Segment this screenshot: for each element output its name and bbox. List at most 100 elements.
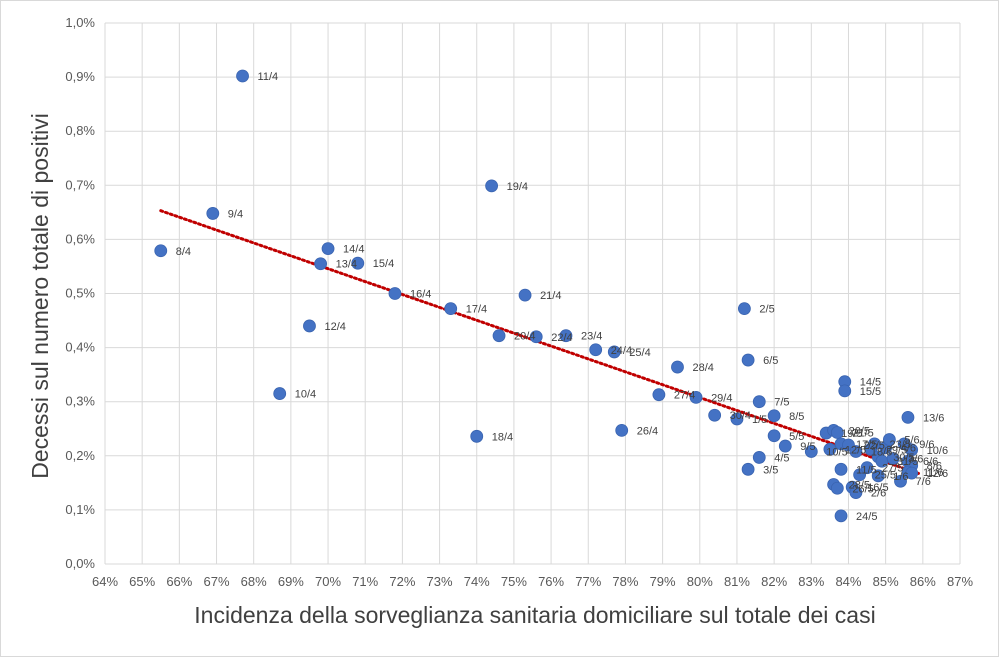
y-tick-label: 0,2%	[65, 448, 95, 463]
data-point	[741, 462, 755, 476]
y-tick-label: 0,3%	[65, 394, 95, 409]
data-point-label: 11/5	[856, 464, 877, 476]
data-point	[154, 244, 168, 258]
data-point	[894, 474, 907, 488]
data-point	[321, 242, 335, 255]
data-point-label: 4/6	[901, 443, 916, 455]
y-tick-label: 0,1%	[65, 502, 95, 517]
x-tick-label: 87%	[947, 574, 973, 589]
data-points	[154, 69, 919, 523]
y-tick-label: 0,0%	[65, 556, 95, 571]
data-point-label: 17/5	[856, 439, 877, 451]
y-tick-label: 0,4%	[65, 340, 95, 355]
data-point-label: 2/6	[871, 488, 886, 500]
data-point-label: 18/5	[871, 446, 892, 458]
x-tick-label: 69%	[278, 574, 304, 589]
data-point-label: 11/6	[923, 467, 944, 479]
x-tick-label: 74%	[464, 574, 490, 589]
x-tick-label: 76%	[538, 574, 564, 589]
data-point-label: 23/4	[581, 331, 602, 343]
data-point	[388, 287, 402, 300]
x-axis-title: Incidenza della sorveglianza sanitaria d…	[194, 602, 875, 628]
data-point	[559, 329, 573, 343]
data-point-label: 8/4	[176, 246, 191, 258]
data-point-label: 14/5	[860, 377, 881, 389]
data-point-label: 27/5	[882, 463, 903, 475]
data-point-label: 29/4	[711, 392, 732, 404]
y-tick-label: 0,7%	[65, 177, 95, 192]
data-point-label: 4/5	[774, 452, 789, 464]
x-tick-label: 77%	[575, 574, 601, 589]
data-point-label: 24/5	[856, 511, 877, 523]
trendline	[159, 209, 921, 476]
data-point-label: 2/5	[759, 304, 774, 316]
data-point-label: 17/4	[466, 304, 487, 316]
x-tick-label: 83%	[798, 574, 824, 589]
x-tick-label: 85%	[873, 574, 899, 589]
data-point	[444, 302, 458, 316]
data-point-label: 30/5	[893, 452, 914, 464]
y-tick-label: 0,8%	[65, 123, 95, 138]
grid-lines	[104, 22, 961, 565]
x-tick-label: 81%	[724, 574, 750, 589]
data-point-label: 27/4	[674, 390, 695, 402]
data-point	[589, 343, 603, 357]
x-tick-label: 66%	[166, 574, 192, 589]
data-point	[752, 451, 766, 464]
data-point	[830, 481, 844, 495]
data-point-label: 10/5	[826, 446, 847, 458]
data-point	[206, 207, 220, 220]
data-point	[905, 466, 919, 480]
x-tick-label: 71%	[352, 574, 378, 589]
data-point-label: 11/4	[258, 71, 279, 83]
data-point-label: 9/5	[800, 441, 815, 453]
data-point-label: 26/4	[637, 425, 658, 437]
data-point-label: 10/4	[295, 389, 316, 401]
data-point	[778, 439, 792, 453]
x-tick-label: 78%	[612, 574, 638, 589]
data-point-label: 19/4	[507, 181, 528, 193]
data-point	[830, 426, 844, 439]
data-point-label: 20/4	[514, 331, 535, 343]
y-tick-label: 0,9%	[65, 69, 95, 84]
data-point-label: 9/4	[228, 208, 243, 220]
data-point	[529, 330, 543, 344]
data-point	[849, 486, 863, 499]
x-tick-label: 65%	[129, 574, 155, 589]
data-point	[730, 412, 744, 426]
x-tick-label: 79%	[650, 574, 676, 589]
data-point	[741, 353, 755, 367]
data-point	[314, 257, 328, 271]
data-point-label: 9/6	[919, 439, 934, 451]
data-point	[607, 345, 621, 359]
data-point-label: 8/5	[789, 411, 804, 423]
x-tick-label: 73%	[427, 574, 453, 589]
point-labels: 11/4 19/4 9/4 8/4 14/4 13/4 15/4 16/4 17/4 21/4 12…	[176, 71, 948, 523]
data-point	[767, 429, 781, 443]
data-point	[351, 256, 365, 270]
data-point	[652, 388, 666, 402]
data-point	[236, 69, 249, 83]
data-point	[752, 395, 766, 409]
data-point-label: 31/5	[897, 456, 918, 468]
y-tick-label: 0,5%	[65, 286, 95, 301]
y-axis-ticks: 0,0% 0,1% 0,2% 0,3% 0,4% 0,5% 0,6% 0,7% 0,8% 0,9%…	[65, 15, 95, 571]
data-point	[849, 445, 863, 458]
data-point-label: 28/5	[849, 479, 870, 491]
data-point-label: 22/4	[551, 332, 572, 344]
data-point	[689, 390, 703, 404]
data-point-label: 15/4	[373, 258, 394, 270]
data-point	[834, 462, 848, 476]
data-point	[737, 302, 751, 316]
data-point-label: 3/6	[908, 454, 923, 466]
x-tick-label: 68%	[241, 574, 267, 589]
data-point-label: 18/4	[492, 431, 513, 443]
data-point-label: 12/6	[927, 468, 948, 480]
data-point	[303, 319, 316, 333]
x-tick-label: 84%	[835, 574, 861, 589]
data-point	[882, 433, 896, 446]
x-tick-label: 80%	[687, 574, 713, 589]
data-point-label: 29/5	[886, 444, 907, 456]
y-axis-title: Decessi sul numero totale di positivi	[27, 113, 53, 479]
data-point-label: 3/5	[763, 464, 778, 476]
